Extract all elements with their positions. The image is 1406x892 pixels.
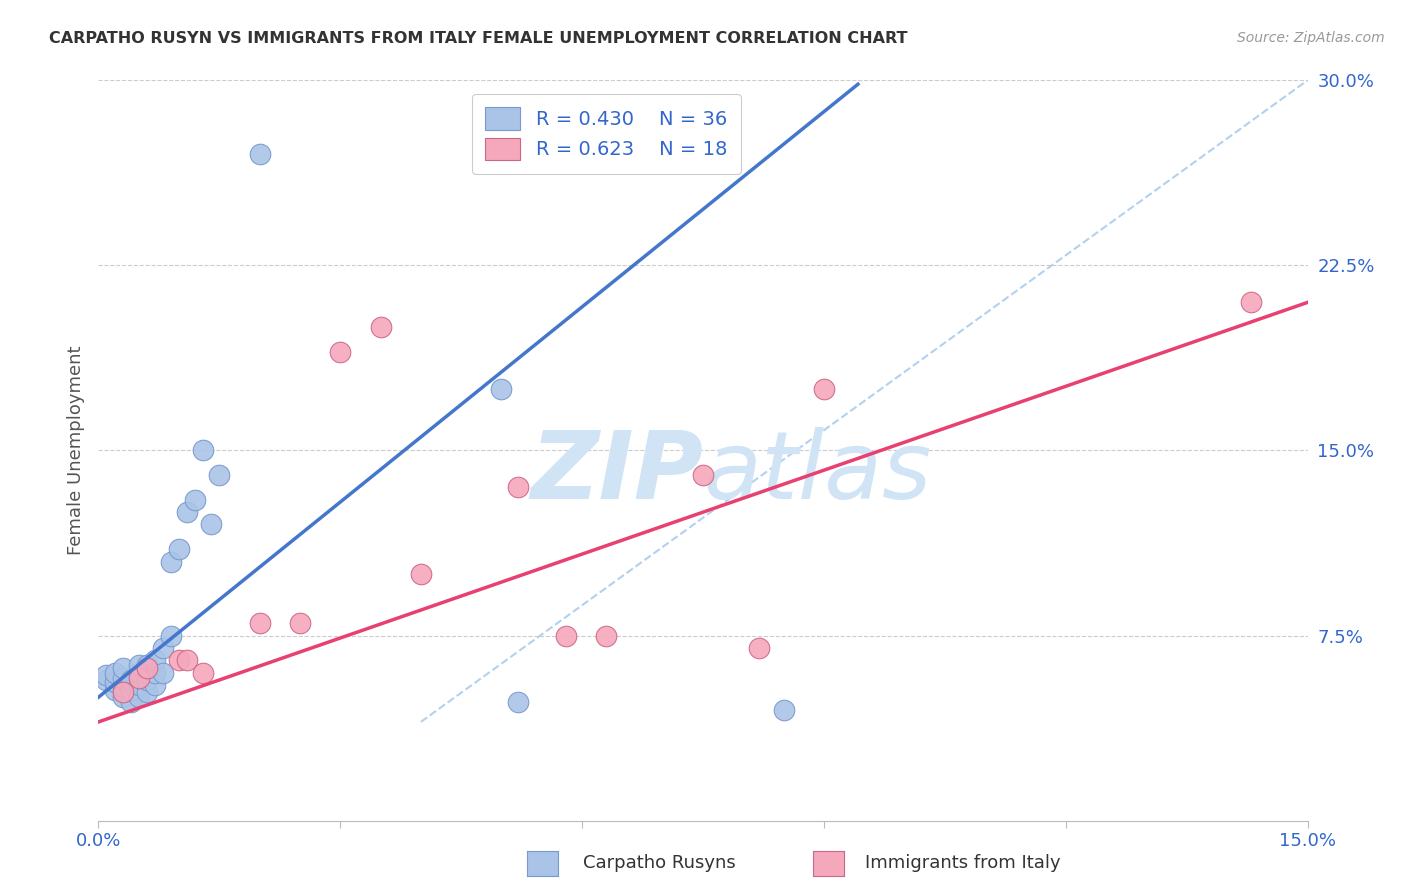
Point	[111, 690, 134, 705]
Point	[288, 616, 311, 631]
Text: atlas: atlas	[703, 427, 931, 518]
Point	[176, 505, 198, 519]
Text: Immigrants from Italy: Immigrants from Italy	[865, 855, 1060, 872]
Legend: R = 0.430    N = 36, R = 0.623    N = 18: R = 0.430 N = 36, R = 0.623 N = 18	[471, 94, 741, 174]
Text: Carpatho Rusyns: Carpatho Rusyns	[583, 855, 737, 872]
Point	[111, 671, 134, 685]
Point	[96, 673, 118, 687]
Point	[167, 653, 190, 667]
Point	[160, 628, 183, 642]
Point	[103, 665, 125, 680]
Point	[135, 658, 157, 673]
Point	[167, 542, 190, 557]
Point	[208, 468, 231, 483]
Point	[506, 480, 529, 494]
Point	[120, 682, 142, 697]
Point	[152, 640, 174, 655]
Point	[506, 695, 529, 709]
Point	[135, 673, 157, 687]
Point	[128, 690, 150, 705]
Point	[249, 616, 271, 631]
Point	[409, 566, 432, 581]
Point	[329, 344, 352, 359]
Point	[128, 665, 150, 680]
Point	[128, 671, 150, 685]
Point	[111, 685, 134, 699]
Point	[555, 628, 578, 642]
Point	[692, 468, 714, 483]
Point	[152, 665, 174, 680]
Point	[193, 443, 215, 458]
Y-axis label: Female Unemployment: Female Unemployment	[66, 346, 84, 555]
Point	[128, 678, 150, 692]
Point	[120, 695, 142, 709]
Point	[111, 660, 134, 674]
Point	[193, 665, 215, 680]
Point	[772, 703, 794, 717]
Point	[1240, 295, 1263, 310]
Point	[595, 628, 617, 642]
Point	[103, 682, 125, 697]
Text: CARPATHO RUSYN VS IMMIGRANTS FROM ITALY FEMALE UNEMPLOYMENT CORRELATION CHART: CARPATHO RUSYN VS IMMIGRANTS FROM ITALY …	[49, 31, 908, 46]
Text: Source: ZipAtlas.com: Source: ZipAtlas.com	[1237, 31, 1385, 45]
Point	[491, 382, 513, 396]
Point	[249, 147, 271, 161]
Point	[143, 665, 166, 680]
Point	[160, 555, 183, 569]
Point	[128, 658, 150, 673]
Point	[135, 660, 157, 674]
Point	[370, 320, 392, 334]
Point	[748, 640, 770, 655]
Point	[103, 675, 125, 690]
Point	[111, 681, 134, 695]
Point	[813, 382, 835, 396]
Point	[200, 517, 222, 532]
Point	[143, 678, 166, 692]
Point	[184, 492, 207, 507]
Text: ZIP: ZIP	[530, 426, 703, 518]
Point	[143, 653, 166, 667]
Point	[96, 668, 118, 682]
Point	[120, 673, 142, 687]
Point	[135, 685, 157, 699]
Point	[176, 653, 198, 667]
